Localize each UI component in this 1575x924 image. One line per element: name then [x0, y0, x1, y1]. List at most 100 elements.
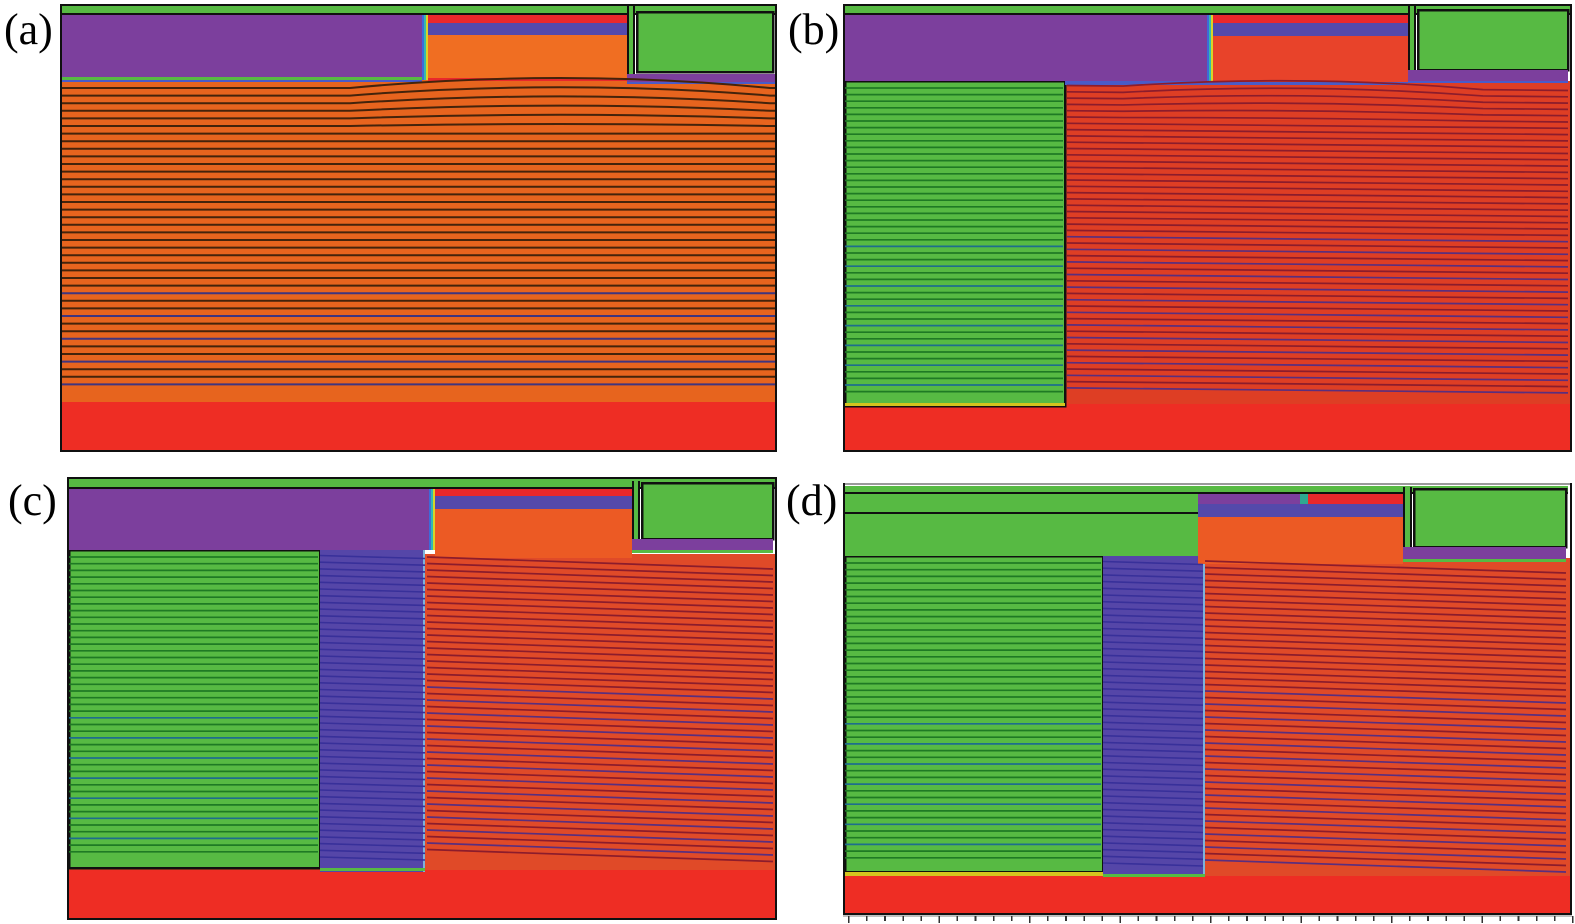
- green-block-lines: [845, 562, 1101, 859]
- oxide-edge-stripes-0: [422, 15, 424, 80]
- electrode-purple-strip: [627, 74, 775, 82]
- contact-electrode: [635, 10, 775, 74]
- indigo-column-lines: [1103, 560, 1203, 867]
- oxide-edge-stripes-0: [1207, 15, 1209, 81]
- panel-d-plot: [843, 483, 1574, 924]
- column-green-underline: [1103, 874, 1205, 877]
- top-green-strip: [62, 6, 775, 14]
- border-left: [843, 4, 845, 452]
- substrate-strip: [845, 876, 1570, 913]
- border-top: [843, 483, 1572, 485]
- gate-oxide-block: [428, 35, 627, 79]
- border-bottom: [60, 450, 777, 452]
- separator-left-line: [627, 6, 629, 76]
- indigo-column-lines: [320, 554, 425, 861]
- gate-oxide-block: [435, 509, 632, 558]
- top-strip-divider: [69, 487, 775, 489]
- green-cap-band: [845, 494, 1198, 556]
- gate-red-strip: [1308, 494, 1403, 504]
- border-right: [1570, 4, 1572, 452]
- panel-b-plot: [843, 4, 1572, 452]
- body-equipotential-lines: [427, 556, 773, 863]
- border-right: [775, 477, 777, 920]
- border-left: [60, 4, 62, 452]
- top-strip-divider: [845, 13, 1570, 15]
- gate-oxide-block: [1213, 36, 1408, 82]
- border-bottom: [843, 913, 1572, 915]
- panel-d-label: (d): [786, 476, 838, 525]
- green-block-lines: [69, 556, 318, 853]
- green-block-lines: [845, 87, 1063, 393]
- border-top: [60, 4, 777, 6]
- panel-a-label: (a): [4, 5, 53, 54]
- contact-electrode: [640, 481, 775, 541]
- separator-right-line: [1414, 6, 1416, 72]
- gate-bottom-line: [428, 78, 627, 81]
- contact-electrode: [1416, 8, 1570, 72]
- body-region: [62, 79, 775, 404]
- electrode-green-underline: [632, 550, 773, 553]
- oxide-edge-stripes-2: [426, 15, 428, 80]
- border-left: [67, 477, 69, 920]
- separator-green-gap: [629, 6, 633, 76]
- cap-blue-underline: [62, 80, 422, 82]
- purple-cap-region: [62, 15, 422, 77]
- separator-green-gap: [1410, 6, 1414, 72]
- cap-green-underline: [62, 77, 422, 80]
- separator-right-line: [638, 481, 640, 543]
- border-top: [843, 4, 1572, 6]
- panel-b-label: (b): [788, 5, 840, 54]
- gate-indigo-strip: [1213, 23, 1408, 36]
- purple-cap-region: [69, 489, 429, 550]
- border-bottom: [843, 450, 1572, 452]
- oxide-edge-stripes-2: [1211, 15, 1213, 81]
- panel-c-plot: [67, 477, 777, 920]
- body-equipotential-lines: [62, 77, 775, 386]
- electrode-purple-strip: [1403, 547, 1566, 559]
- border-right: [1570, 483, 1572, 915]
- ruler-baseline: [843, 915, 1572, 917]
- ruler-ticks: [848, 916, 1574, 923]
- border-bottom: [67, 918, 777, 920]
- column-green-underline: [320, 868, 425, 871]
- panel-a-plot: [60, 4, 777, 452]
- electrode-purple-strip: [1408, 70, 1568, 81]
- block-yellow-underline: [845, 872, 1103, 876]
- panel-c-label: (c): [8, 476, 57, 525]
- substrate-strip: [62, 402, 775, 450]
- separator-left-line: [1403, 487, 1405, 549]
- body-equipotential-lines: [1067, 79, 1568, 394]
- separator-green-gap: [1405, 487, 1410, 549]
- panel-b-svg: [843, 4, 1572, 452]
- top-thin-green-strip: [845, 486, 1568, 492]
- gate-red-strip: [1213, 15, 1408, 23]
- electrode-green-underline: [1403, 559, 1566, 562]
- column-cyan-edge: [423, 550, 425, 872]
- purple-cap-region: [845, 15, 1207, 81]
- substrate-strip: [845, 404, 1570, 450]
- gate-red-strip: [435, 489, 632, 496]
- electrode-purple-strip: [632, 539, 773, 550]
- border-right: [775, 4, 777, 452]
- oxide-edge-stripes-0: [429, 489, 431, 550]
- border-left: [843, 483, 845, 915]
- gate-indigo-strip: [1198, 504, 1403, 517]
- gate-oxide-block: [1198, 517, 1403, 564]
- top-green-strip: [845, 6, 1570, 14]
- green-implant-block: [843, 79, 1067, 408]
- oxide-edge-stripes-2: [433, 489, 435, 550]
- gate-red-strip: [428, 15, 627, 23]
- substrate-strip: [69, 870, 775, 918]
- green-cap-divider: [845, 512, 1198, 514]
- separator-left-line: [632, 481, 634, 543]
- gate-indigo-strip: [435, 496, 632, 509]
- body-equipotential-lines: [1205, 560, 1566, 873]
- oxide-edge-stripes-1: [424, 15, 426, 80]
- gate-indigo-strip: [428, 23, 627, 35]
- top-strip-divider: [62, 13, 775, 15]
- gate-teal-square: [1300, 494, 1308, 504]
- border-top: [67, 477, 777, 479]
- green-implant-block: [843, 554, 1105, 874]
- green-implant-block: [67, 548, 322, 870]
- block-yellow-underline: [845, 403, 1065, 406]
